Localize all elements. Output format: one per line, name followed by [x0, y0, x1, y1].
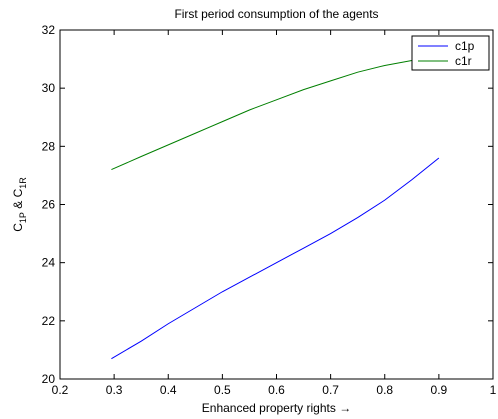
x-tick-label: 0.3 — [106, 383, 123, 397]
plot-layer — [111, 57, 440, 360]
y-axis-label-sub2: 1R — [18, 177, 28, 189]
x-tick-label: 1 — [490, 383, 497, 397]
tick-layer: 0.2 0.3 0.4 0.5 0.6 0.7 0.8 0.9 1 20 22 24 26 28 30 32 — [42, 23, 497, 397]
y-axis-label-c1: C — [11, 223, 25, 232]
chart-title: First period consumption of the agents — [174, 7, 378, 21]
y-axis-label-sub1: 1P — [18, 212, 28, 223]
y-axis-label-c2: C — [11, 188, 25, 197]
x-axis-label: Enhanced property rights → — [202, 401, 351, 415]
y-tick-label: 30 — [42, 81, 56, 95]
y-tick-label: 24 — [42, 256, 56, 270]
x-tick-label: 0.4 — [160, 383, 177, 397]
y-tick-label: 28 — [42, 139, 56, 153]
y-tick-label: 20 — [42, 372, 56, 386]
series-line-c1p — [111, 157, 440, 360]
x-tick-label: 0.2 — [52, 383, 69, 397]
y-axis-label-amp: & — [11, 197, 25, 212]
y-axis-label: C1P & C1R — [11, 177, 28, 232]
x-tick-label: 0.6 — [268, 383, 285, 397]
x-tick-label: 0.5 — [214, 383, 231, 397]
y-tick-label: 32 — [42, 23, 56, 37]
legend-label-c1p: c1p — [455, 39, 475, 53]
legend: c1p c1r — [411, 35, 490, 71]
x-tick-label: 0.9 — [431, 383, 448, 397]
x-tick-label: 0.8 — [376, 383, 393, 397]
plot-frame — [59, 29, 494, 380]
legend-box — [411, 35, 490, 71]
y-tick-label: 22 — [42, 314, 56, 328]
series-line-c1r — [111, 57, 439, 171]
y-tick-label: 26 — [42, 198, 56, 212]
x-tick-label: 0.7 — [322, 383, 339, 397]
legend-label-c1r: c1r — [455, 54, 472, 68]
